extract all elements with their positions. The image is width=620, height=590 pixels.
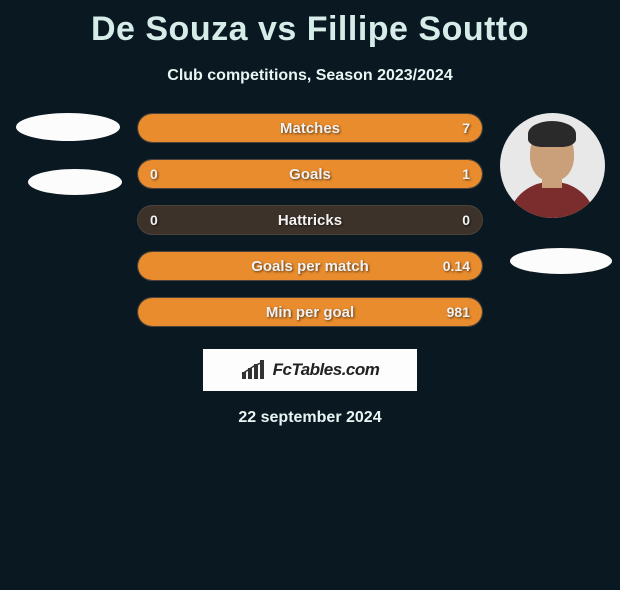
stat-label: Hattricks bbox=[138, 206, 482, 234]
avatar bbox=[500, 113, 605, 218]
stat-bars: 7Matches 01Goals 0 0Hattricks 0.14Goals per … bbox=[137, 113, 483, 327]
decoration-ellipse bbox=[510, 248, 612, 274]
chart-icon bbox=[241, 360, 267, 380]
stat-value-left: 0 bbox=[150, 206, 158, 234]
comparison-layout: 7Matches 01Goals 0 0Hattricks 0.14Goals per … bbox=[0, 113, 620, 327]
page-subtitle: Club competitions, Season 2023/2024 bbox=[0, 67, 620, 85]
stat-bar: 981Min per goal bbox=[137, 297, 483, 327]
stat-bar: 0.14Goals per match bbox=[137, 251, 483, 281]
player-left-column bbox=[8, 113, 128, 195]
branding-text: FcTables.com bbox=[273, 360, 380, 380]
stat-value-right: 0 bbox=[462, 206, 470, 234]
page-title: De Souza vs Fillipe Soutto bbox=[0, 10, 620, 49]
stat-bar-fill-right bbox=[138, 114, 482, 142]
stat-bar-fill-right bbox=[138, 298, 482, 326]
stat-bar: 0 0Hattricks bbox=[137, 205, 483, 235]
decoration-ellipse bbox=[16, 113, 120, 141]
snapshot-date: 22 september 2024 bbox=[0, 409, 620, 427]
stat-bar-fill-right bbox=[138, 252, 482, 280]
decoration-ellipse bbox=[28, 169, 122, 195]
player-right-column bbox=[492, 113, 612, 274]
stat-bar: 7Matches bbox=[137, 113, 483, 143]
branding-badge: FcTables.com bbox=[203, 349, 417, 391]
stat-bar-fill-right bbox=[138, 160, 482, 188]
stat-bar: 01Goals bbox=[137, 159, 483, 189]
